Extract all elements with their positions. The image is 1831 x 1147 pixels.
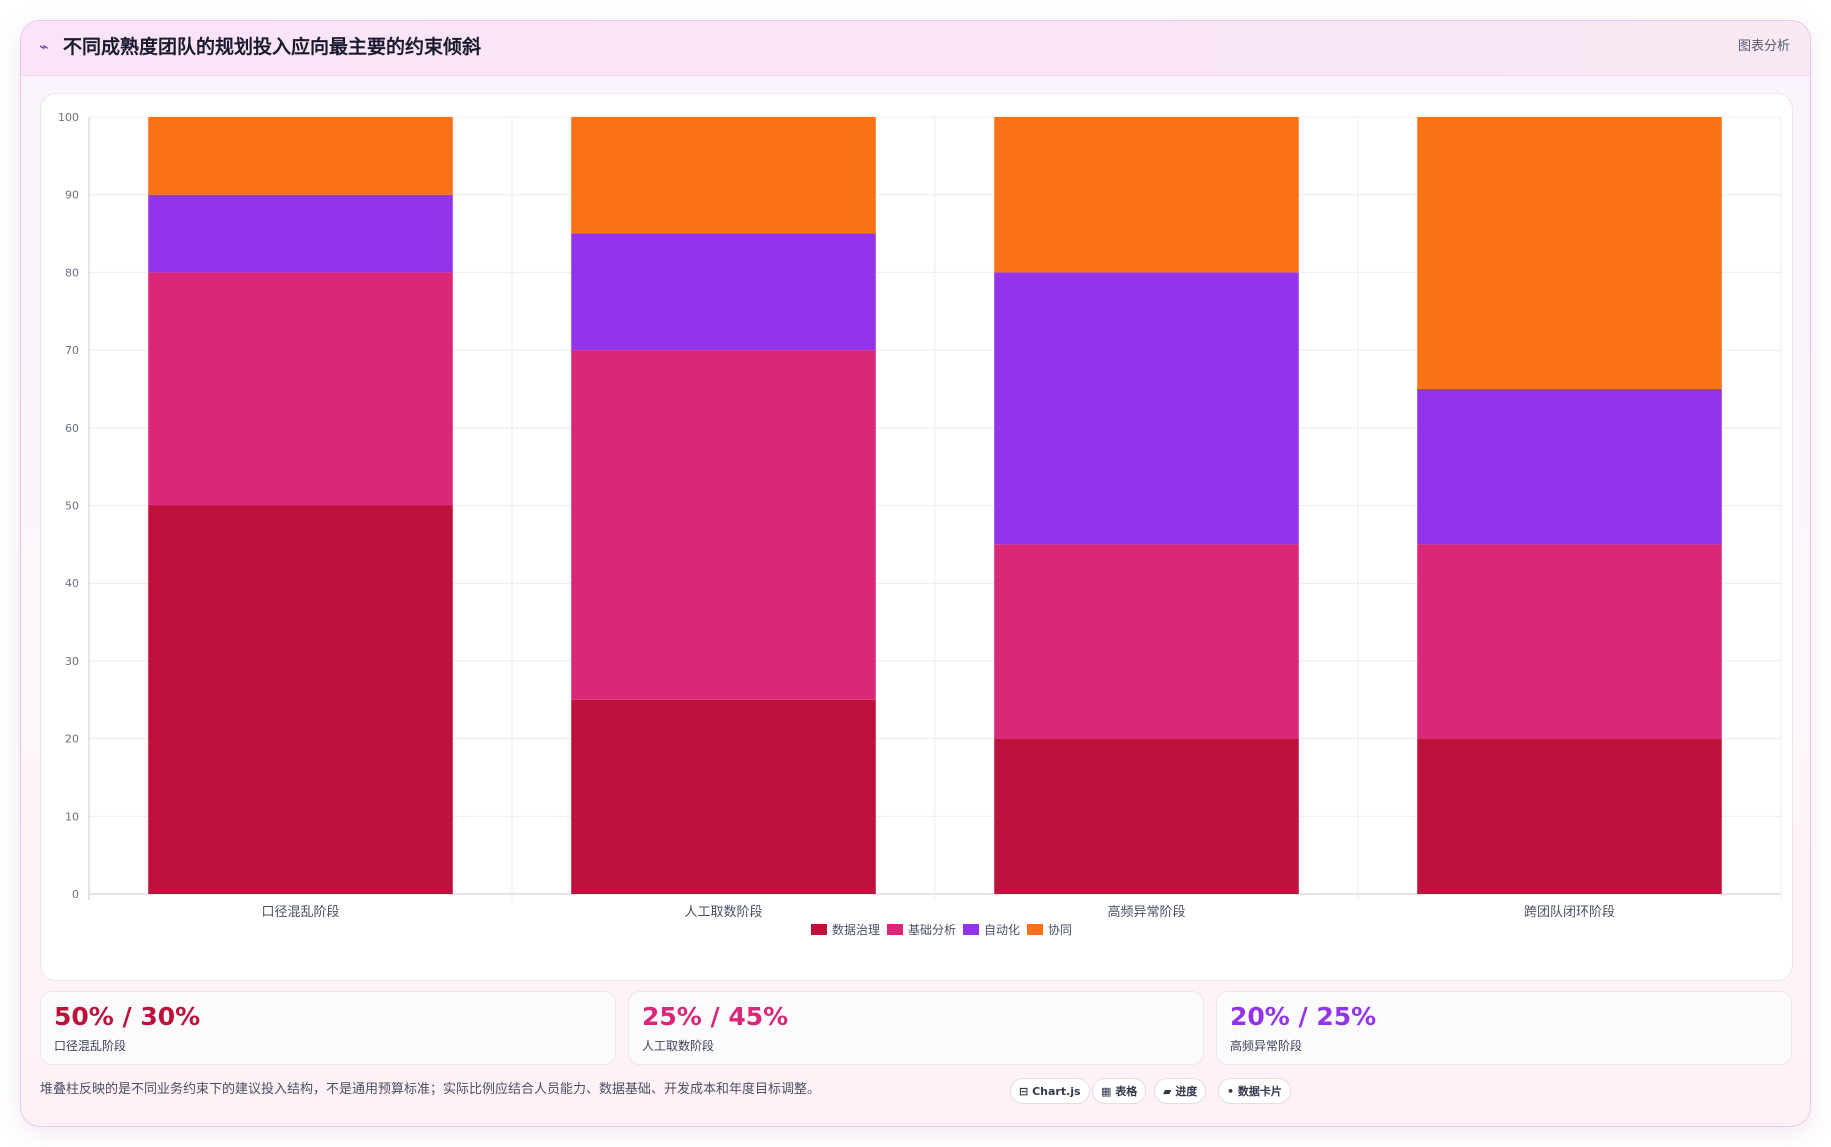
stat-card-2: 25% / 45% 人工取数阶段 bbox=[628, 991, 1204, 1065]
legend-label: 自动化 bbox=[984, 923, 1020, 937]
progress-icon: ▰ bbox=[1163, 1085, 1172, 1098]
chart-icon: ⊟ bbox=[1019, 1085, 1029, 1098]
card-icon: • bbox=[1227, 1085, 1235, 1098]
bar-segment bbox=[1417, 738, 1722, 894]
legend-swatch bbox=[887, 924, 903, 935]
bar-segment bbox=[148, 505, 453, 894]
legend-swatch bbox=[963, 924, 979, 935]
y-tick-label: 40 bbox=[65, 577, 79, 590]
y-tick-label: 10 bbox=[65, 810, 79, 823]
y-tick-label: 20 bbox=[65, 733, 79, 746]
stat-label: 人工取数阶段 bbox=[642, 1039, 715, 1053]
bar-segment bbox=[148, 194, 453, 273]
y-tick-label: 0 bbox=[72, 888, 79, 901]
y-tick-label: 90 bbox=[65, 189, 79, 202]
x-tick-label: 跨团队闭环阶段 bbox=[1524, 905, 1615, 920]
legend-label: 数据治理 bbox=[832, 922, 880, 937]
stat-label: 高频异常阶段 bbox=[1230, 1039, 1303, 1053]
pill-label: 表格 bbox=[1115, 1085, 1138, 1098]
pill-table[interactable]: ▦ 表格 bbox=[1092, 1078, 1147, 1104]
x-tick-label: 人工取数阶段 bbox=[684, 905, 762, 920]
bar-segment bbox=[1417, 544, 1722, 739]
sparkline-icon: ⌁ bbox=[39, 37, 49, 56]
pill-data-card[interactable]: • 数据卡片 bbox=[1218, 1078, 1291, 1104]
x-tick-label: 口径混乱阶段 bbox=[261, 905, 339, 920]
bar-segment bbox=[1417, 117, 1722, 389]
y-tick-label: 80 bbox=[65, 266, 79, 279]
legend-label: 协同 bbox=[1048, 922, 1072, 937]
chart-footnote: 堆叠柱反映的是不同业务约束下的建议投入结构，不是通用预算标准；实际比例应结合人员… bbox=[40, 1082, 821, 1097]
y-tick-label: 30 bbox=[65, 655, 79, 668]
bar-segment bbox=[1417, 388, 1722, 545]
bar-segment bbox=[994, 272, 1299, 545]
stat-card-1: 50% / 30% 口径混乱阶段 bbox=[40, 991, 616, 1065]
bar-segment bbox=[994, 738, 1299, 894]
stacked-bar-chart: 0 10 20 30 40 50 60 70 80 90 100 口径混乱阶段 人工取数阶段 高频异常阶段… bbox=[58, 111, 1782, 937]
panel-header: ⌁ 不同成熟度团队的规划投入应向最主要的约束倾斜 图表分析 bbox=[21, 21, 1810, 76]
stat-value: 25% / 45% bbox=[642, 1002, 789, 1031]
bar-segment bbox=[994, 117, 1299, 273]
stat-value: 50% / 30% bbox=[54, 1002, 201, 1031]
pill-label: Chart.js bbox=[1032, 1085, 1081, 1098]
bar-segment bbox=[148, 272, 453, 506]
pill-progress[interactable]: ▰ 进度 bbox=[1154, 1078, 1207, 1104]
x-tick-label: 高频异常阶段 bbox=[1107, 904, 1185, 920]
chart-analysis-link[interactable]: 图表分析 bbox=[1737, 39, 1790, 54]
pill-label: 数据卡片 bbox=[1237, 1085, 1282, 1098]
table-icon: ▦ bbox=[1101, 1085, 1112, 1098]
stat-value: 20% / 25% bbox=[1230, 1002, 1377, 1031]
page-title: 不同成熟度团队的规划投入应向最主要的约束倾斜 bbox=[63, 36, 482, 58]
legend-swatch bbox=[811, 924, 827, 935]
bar-segment bbox=[148, 117, 453, 195]
pill-label: 进度 bbox=[1175, 1085, 1198, 1098]
chart-panel: ⌁ 不同成熟度团队的规划投入应向最主要的约束倾斜 图表分析 0 10 20 30 40 5… bbox=[20, 20, 1811, 1127]
bar-segment bbox=[571, 233, 876, 351]
bar-segment bbox=[571, 350, 876, 700]
stat-card-3: 20% / 25% 高频异常阶段 bbox=[1216, 991, 1792, 1065]
pill-chartjs[interactable]: ⊟ Chart.js bbox=[1010, 1078, 1090, 1104]
bar-segment bbox=[994, 544, 1299, 739]
y-tick-label: 60 bbox=[65, 422, 79, 435]
bar-segment bbox=[571, 699, 876, 894]
legend-swatch bbox=[1027, 924, 1043, 935]
y-tick-label: 50 bbox=[65, 500, 79, 513]
y-tick-label: 70 bbox=[65, 344, 79, 357]
bar-segment bbox=[571, 117, 876, 234]
stat-label: 口径混乱阶段 bbox=[54, 1039, 127, 1053]
legend-label: 基础分析 bbox=[908, 923, 956, 937]
y-tick-label: 100 bbox=[58, 111, 79, 124]
chart-card: 0 10 20 30 40 50 60 70 80 90 100 口径混乱阶段 人工取数阶段 高频异常阶段… bbox=[40, 93, 1793, 981]
